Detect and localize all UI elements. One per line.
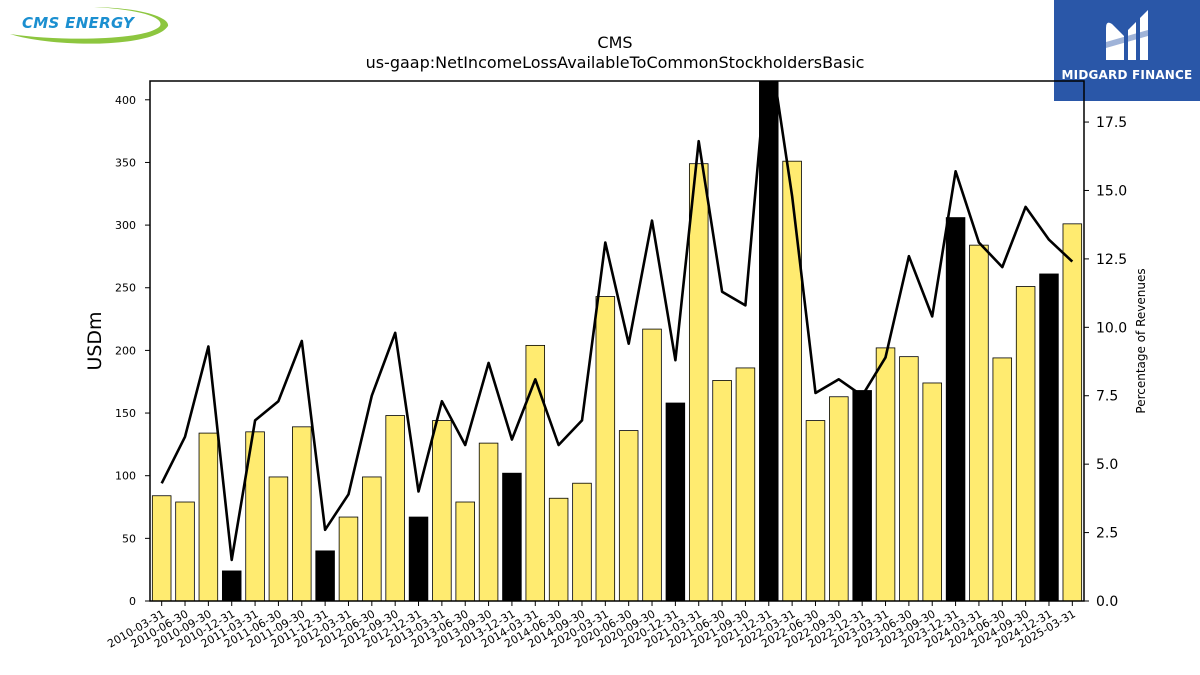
bar-2011-03-31 bbox=[245, 431, 265, 601]
bar-2012-12-31 bbox=[408, 516, 429, 601]
bar-2020-09-30 bbox=[642, 328, 662, 601]
y2-tick-label: 2.5 bbox=[1096, 526, 1118, 542]
y2-tick-label: 7.5 bbox=[1096, 389, 1118, 405]
cms-energy-logo-text: CMS ENERGY bbox=[22, 14, 135, 32]
bar-2024-06-30 bbox=[992, 357, 1013, 601]
bar-2022-09-30 bbox=[829, 396, 849, 601]
bar-2013-03-31 bbox=[432, 420, 452, 601]
y2-tick-label: 12.5 bbox=[1096, 252, 1127, 268]
bar-2011-12-31 bbox=[315, 550, 335, 601]
bar-2013-12-31 bbox=[502, 472, 522, 601]
bar-2025-03-31 bbox=[1062, 223, 1083, 601]
chart-title: CMS bbox=[597, 33, 632, 52]
bar-2011-09-30 bbox=[292, 426, 312, 601]
bar-2010-03-31 bbox=[151, 495, 172, 601]
bar-2024-03-31 bbox=[969, 244, 989, 601]
bar-2010-09-30 bbox=[198, 432, 219, 601]
y2-tick-label: 5.0 bbox=[1096, 457, 1118, 473]
bar-2021-06-30 bbox=[712, 380, 732, 601]
bar-2023-03-31 bbox=[875, 347, 896, 601]
midgard-m-icon bbox=[1106, 10, 1148, 61]
y2-tick-label: 10.0 bbox=[1096, 320, 1127, 336]
bar-2023-12-31 bbox=[945, 217, 966, 601]
bar-2021-03-31 bbox=[688, 163, 709, 601]
bar-2011-06-30 bbox=[268, 476, 289, 601]
plot-frame bbox=[149, 80, 1085, 602]
y-tick-label: 400 bbox=[115, 94, 136, 107]
bar-2013-09-30 bbox=[478, 442, 499, 601]
bar-2020-06-30 bbox=[618, 430, 639, 601]
bar-2021-12-31 bbox=[759, 81, 779, 601]
bar-2024-09-30 bbox=[1015, 286, 1036, 601]
bar-2014-09-30 bbox=[572, 482, 592, 601]
y2-tick-label: 0.0 bbox=[1096, 594, 1118, 610]
bar-2024-12-31 bbox=[1039, 273, 1059, 601]
bar-2020-03-31 bbox=[595, 296, 616, 601]
chart-subtitle: us-gaap:NetIncomeLossAvailableToCommonSt… bbox=[366, 53, 865, 72]
y-tick-label: 100 bbox=[115, 470, 136, 483]
bar-2012-06-30 bbox=[362, 476, 382, 601]
bar-2023-06-30 bbox=[899, 356, 919, 601]
bar-2013-06-30 bbox=[455, 501, 475, 601]
y-tick-label: 50 bbox=[122, 532, 136, 545]
line-series bbox=[160, 81, 1074, 562]
bar-2012-09-30 bbox=[385, 415, 405, 601]
bar-2022-03-31 bbox=[782, 160, 802, 601]
y-axis-label: USDm bbox=[84, 311, 106, 370]
y-tick-label: 250 bbox=[115, 282, 136, 295]
midgard-finance-logo: MIDGARD FINANCE bbox=[1054, 0, 1200, 101]
bar-2010-12-31 bbox=[221, 570, 242, 601]
bar-2012-03-31 bbox=[338, 516, 359, 601]
y2-axis-label: Percentage of Revenues bbox=[1134, 268, 1148, 413]
y-tick-label: 150 bbox=[115, 407, 136, 420]
percentage-line bbox=[160, 81, 1074, 562]
y2-tick-label: 17.5 bbox=[1096, 115, 1127, 131]
bar-2021-09-30 bbox=[735, 367, 756, 601]
y2-tick-label: 15.0 bbox=[1096, 183, 1127, 199]
bar-2014-06-30 bbox=[548, 497, 569, 601]
midgard-finance-logo-text: MIDGARD FINANCE bbox=[1061, 68, 1193, 82]
y-tick-label: 350 bbox=[115, 156, 136, 169]
bar-2010-06-30 bbox=[175, 501, 195, 601]
bar-series bbox=[151, 81, 1083, 601]
bar-2020-12-31 bbox=[665, 402, 686, 601]
y-tick-label: 200 bbox=[115, 344, 136, 357]
y-tick-label: 300 bbox=[115, 219, 136, 232]
bar-2022-12-31 bbox=[852, 390, 872, 601]
bar-2022-06-30 bbox=[805, 420, 826, 601]
bar-2014-03-31 bbox=[525, 344, 546, 601]
y-tick-label: 0 bbox=[129, 595, 136, 608]
bar-2023-09-30 bbox=[922, 382, 942, 601]
axes: 0 50 100 150 200 250 300 350 400 0.0 2.5 5.0 7.5 10.0… bbox=[105, 80, 1127, 651]
cms-energy-logo: CMS ENERGY bbox=[4, 4, 172, 44]
